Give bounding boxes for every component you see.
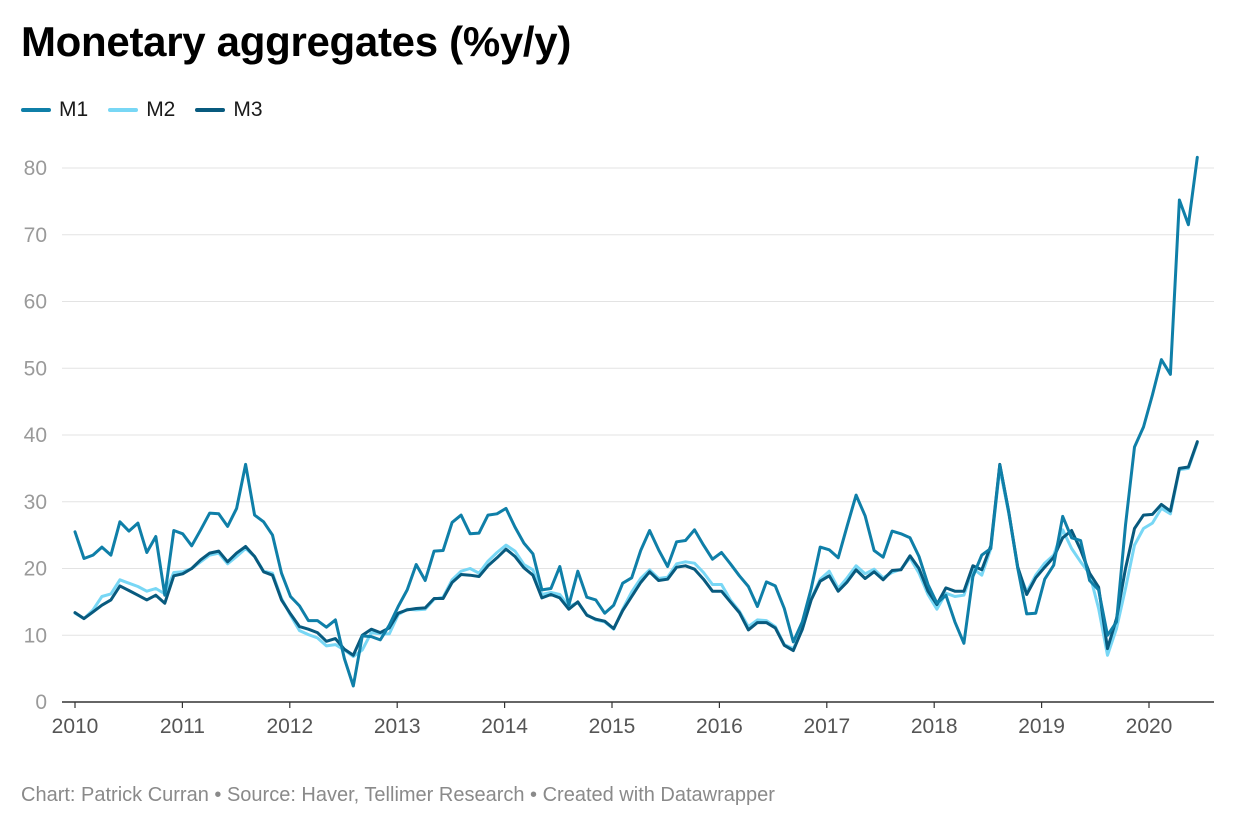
y-tick-label-60: 60: [24, 291, 47, 314]
x-tick-label-2018: 2018: [911, 715, 958, 738]
y-tick-label-70: 70: [24, 224, 47, 247]
y-tick-label-10: 10: [24, 624, 47, 647]
x-tick-label-2010: 2010: [52, 715, 99, 738]
x-tick-label-2020: 2020: [1126, 715, 1173, 738]
axes: 0 10 20 30 40 50 60 70 80 2010 2011 2012 2013 2014 201…: [24, 157, 1214, 738]
x-tick-label-2011: 2011: [160, 715, 205, 738]
x-tick-label-2012: 2012: [266, 715, 313, 738]
y-tick-label-30: 30: [24, 491, 47, 514]
legend-swatch-m2: [108, 108, 139, 112]
x-tick-label-2015: 2015: [589, 715, 636, 738]
legend-label-m1: M1: [59, 98, 89, 121]
legend-item-m1: M1: [21, 98, 88, 122]
chart-title: Monetary aggregates (%y/y): [21, 18, 572, 65]
legend-swatch-m3: [195, 108, 226, 112]
chart-legend: M1 M2 M3: [21, 98, 263, 122]
series-lines: [73, 155, 1199, 688]
y-tick-label-40: 40: [24, 424, 47, 447]
legend-item-m3: M3: [195, 98, 263, 122]
legend-item-m2: M2: [108, 98, 175, 122]
legend-label-m3: M3: [233, 98, 263, 121]
y-tick-label-80: 80: [24, 157, 47, 180]
x-tick-label-2019: 2019: [1018, 715, 1065, 738]
legend-label-m2: M2: [146, 98, 176, 121]
x-tick-label-2016: 2016: [696, 715, 743, 738]
x-tick-label-2017: 2017: [803, 715, 850, 738]
y-tick-label-50: 50: [24, 357, 47, 380]
chart-credit: Chart: Patrick Curran • Source: Haver, T…: [21, 784, 775, 806]
grid-lines: [62, 167, 1214, 636]
x-tick-label-2014: 2014: [481, 715, 528, 738]
y-tick-label-20: 20: [24, 558, 47, 581]
legend-swatch-m1: [21, 108, 51, 112]
y-tick-label-0: 0: [35, 691, 47, 714]
x-tick-label-2013: 2013: [374, 715, 421, 738]
series-line-m1: [73, 155, 1199, 688]
